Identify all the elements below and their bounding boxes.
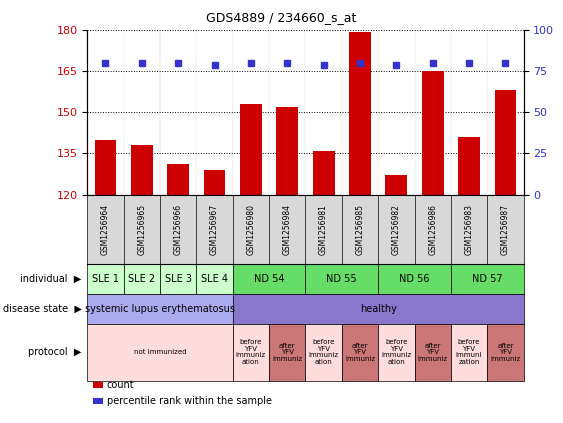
Text: after
YFV
immuniz: after YFV immuniz [490,343,520,362]
Text: count: count [107,380,135,390]
Text: GSM1256984: GSM1256984 [283,204,292,255]
Text: after
YFV
immuniz: after YFV immuniz [345,343,375,362]
Text: SLE 4: SLE 4 [201,274,228,284]
Bar [386,175,407,195]
Text: before
YFV
immuniz
ation: before YFV immuniz ation [309,339,339,365]
Bar [422,71,444,195]
Text: percentile rank within the sample: percentile rank within the sample [107,396,272,406]
Bar [458,137,480,195]
Bar [204,170,225,195]
Bar [95,140,117,195]
Bar [240,104,262,195]
Text: before
YFV
immuniz
ation: before YFV immuniz ation [236,339,266,365]
Text: ND 57: ND 57 [472,274,503,284]
Bar [312,151,334,195]
Text: ND 54: ND 54 [254,274,284,284]
Text: SLE 1: SLE 1 [92,274,119,284]
Text: healthy: healthy [360,304,396,314]
Text: systemic lupus erythematosus: systemic lupus erythematosus [85,304,235,314]
Text: GDS4889 / 234660_s_at: GDS4889 / 234660_s_at [206,11,357,24]
Bar [131,145,153,195]
Text: protocol  ▶: protocol ▶ [28,347,82,357]
Text: before
YFV
immuniz
ation: before YFV immuniz ation [381,339,412,365]
Text: GSM1256965: GSM1256965 [137,204,146,255]
Text: GSM1256985: GSM1256985 [355,204,364,255]
Text: GSM1256966: GSM1256966 [173,204,182,255]
Text: GSM1256980: GSM1256980 [247,204,256,255]
Text: GSM1256981: GSM1256981 [319,204,328,255]
Bar [494,90,516,195]
Text: GSM1256982: GSM1256982 [392,204,401,255]
Text: after
YFV
immuniz: after YFV immuniz [272,343,302,362]
Text: after
YFV
immuniz: after YFV immuniz [418,343,448,362]
Text: ND 56: ND 56 [399,274,430,284]
Bar [349,33,371,195]
Text: GSM1256964: GSM1256964 [101,204,110,255]
Bar [276,107,298,195]
Text: GSM1256987: GSM1256987 [501,204,510,255]
Text: individual  ▶: individual ▶ [20,274,82,284]
Text: SLE 2: SLE 2 [128,274,155,284]
Text: ND 55: ND 55 [327,274,357,284]
Text: GSM1256983: GSM1256983 [464,204,473,255]
Text: GSM1256967: GSM1256967 [210,204,219,255]
Text: not immunized: not immunized [134,349,186,355]
Text: GSM1256986: GSM1256986 [428,204,437,255]
Text: SLE 3: SLE 3 [164,274,191,284]
Text: before
YFV
immuni
zation: before YFV immuni zation [456,339,482,365]
Text: disease state  ▶: disease state ▶ [3,304,82,314]
Bar [167,165,189,195]
